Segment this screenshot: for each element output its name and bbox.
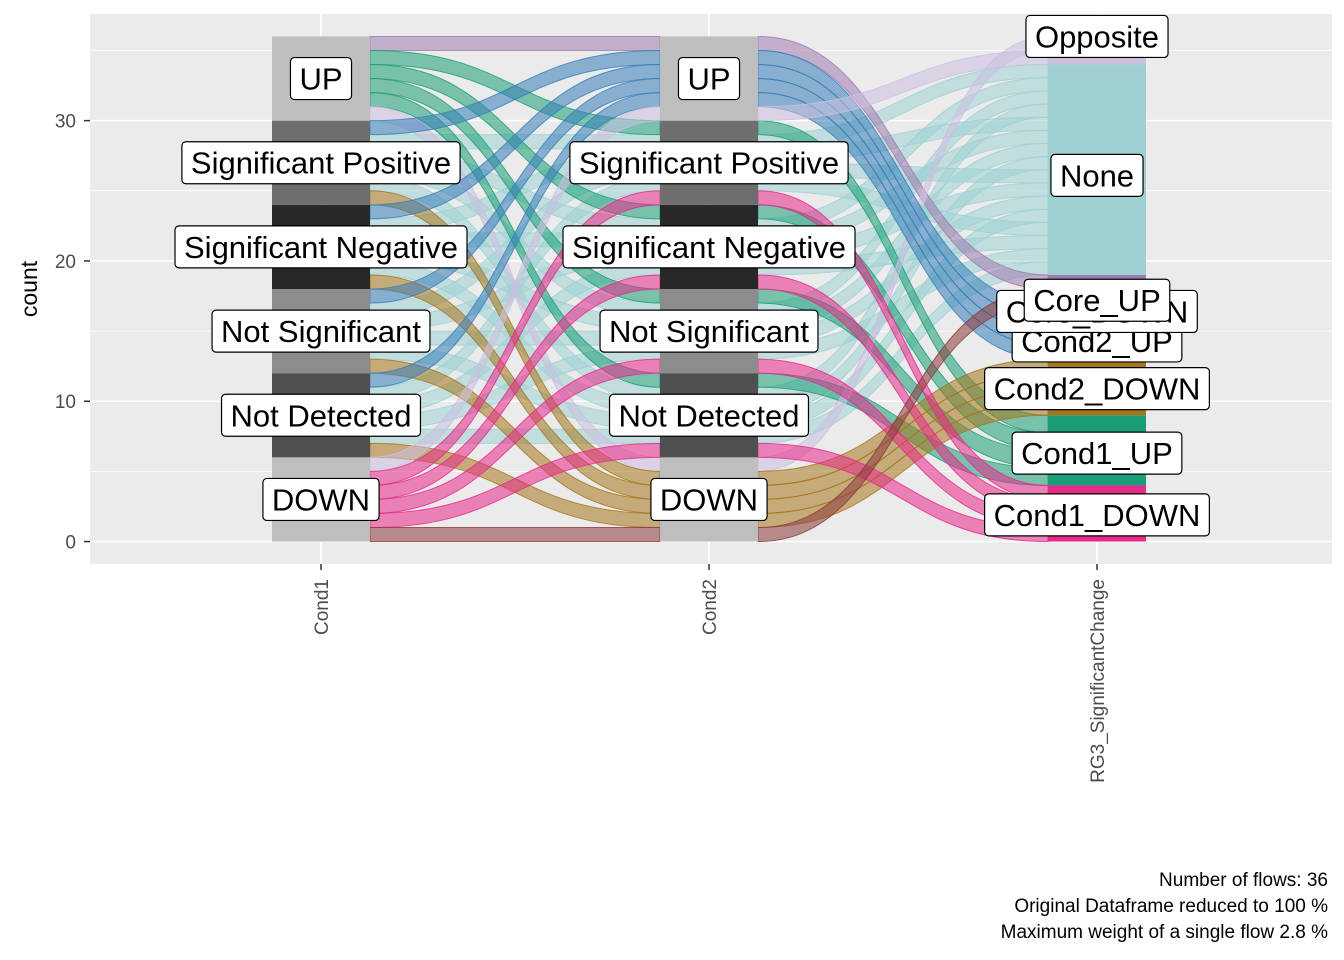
y-tick-label: 30 bbox=[55, 112, 76, 133]
label-box bbox=[174, 225, 468, 269]
label-box bbox=[289, 56, 353, 101]
label-cond1-up: UP bbox=[289, 56, 353, 101]
label-box bbox=[677, 56, 741, 101]
label-text: Significant Positive bbox=[191, 146, 451, 181]
label-rg3-significantchange-cond1-up: Cond1_UP bbox=[1011, 431, 1183, 475]
x-tick-label-cond2: Cond2 bbox=[700, 579, 721, 635]
label-box bbox=[1023, 278, 1171, 322]
label-text: Significant Negative bbox=[572, 230, 846, 265]
label-box bbox=[220, 393, 422, 437]
label-cond1-significant-positive: Significant Positive bbox=[181, 141, 461, 185]
y-tick-label: 20 bbox=[55, 252, 76, 273]
label-text: Cond1_DOWN bbox=[994, 498, 1201, 533]
label-box bbox=[608, 393, 810, 437]
label-cond2-down: DOWN bbox=[650, 477, 768, 522]
y-tick-label: 10 bbox=[55, 392, 76, 413]
y-axis-title: count bbox=[16, 260, 42, 317]
caption-line-1: Number of flows: 36 bbox=[1159, 870, 1328, 891]
label-cond2-not-significant: Not Significant bbox=[599, 309, 819, 353]
label-box bbox=[181, 141, 461, 185]
label-text: Cond2_DOWN bbox=[994, 372, 1201, 407]
y-axis: 0 10 20 30 bbox=[55, 112, 90, 554]
label-cond2-up: UP bbox=[677, 56, 741, 101]
label-text: Not Detected bbox=[231, 398, 412, 433]
label-box bbox=[650, 477, 768, 522]
label-box bbox=[984, 367, 1210, 411]
label-text: DOWN bbox=[272, 482, 370, 517]
label-text: Opposite bbox=[1035, 19, 1159, 54]
label-rg3-significantchange-core-up: Core_UP bbox=[1023, 278, 1171, 322]
caption-line-3: Maximum weight of a single flow 2.8 % bbox=[1000, 922, 1328, 943]
label-text: Significant Positive bbox=[579, 146, 839, 181]
label-text: Not Significant bbox=[221, 314, 421, 349]
x-axis: Cond1 Cond2 RG3_SignificantChange bbox=[312, 564, 1109, 783]
label-text: Core_UP bbox=[1033, 283, 1161, 318]
label-box bbox=[569, 141, 849, 185]
label-rg3-significantchange-cond2-down: Cond2_DOWN bbox=[984, 367, 1210, 411]
label-text: UP bbox=[299, 62, 342, 97]
label-box bbox=[211, 309, 431, 353]
label-cond2-significant-negative: Significant Negative bbox=[562, 225, 856, 269]
label-cond1-not-detected: Not Detected bbox=[220, 393, 422, 437]
label-box bbox=[562, 225, 856, 269]
x-tick-label-rg3-significantchange: RG3_SignificantChange bbox=[1088, 579, 1109, 783]
label-cond1-down: DOWN bbox=[262, 477, 380, 522]
label-text: None bbox=[1060, 158, 1134, 193]
caption-line-2: Original Dataframe reduced to 100 % bbox=[1014, 896, 1328, 917]
label-rg3-significantchange-none: None bbox=[1050, 153, 1144, 197]
label-box bbox=[262, 477, 380, 522]
label-text: DOWN bbox=[660, 482, 758, 517]
label-rg3-significantchange-opposite: Opposite bbox=[1025, 14, 1169, 59]
label-box bbox=[1025, 14, 1169, 59]
stratum-labels: DOWN Not Detected Not Significant Significa… bbox=[174, 14, 1210, 537]
label-cond2-significant-positive: Significant Positive bbox=[569, 141, 849, 185]
label-rg3-significantchange-cond1-down: Cond1_DOWN bbox=[984, 493, 1210, 537]
label-box bbox=[599, 309, 819, 353]
label-text: Not Detected bbox=[619, 398, 800, 433]
y-tick-label: 0 bbox=[65, 533, 76, 554]
label-box bbox=[1050, 153, 1144, 197]
label-cond1-significant-negative: Significant Negative bbox=[174, 225, 468, 269]
x-tick-label-cond1: Cond1 bbox=[312, 579, 333, 635]
label-text: UP bbox=[687, 62, 730, 97]
label-cond1-not-significant: Not Significant bbox=[211, 309, 431, 353]
label-cond2-not-detected: Not Detected bbox=[608, 393, 810, 437]
label-box bbox=[984, 493, 1210, 537]
label-text: Significant Negative bbox=[184, 230, 458, 265]
label-text: Cond1_UP bbox=[1021, 436, 1173, 471]
label-box bbox=[1011, 431, 1183, 475]
label-text: Not Significant bbox=[609, 314, 809, 349]
